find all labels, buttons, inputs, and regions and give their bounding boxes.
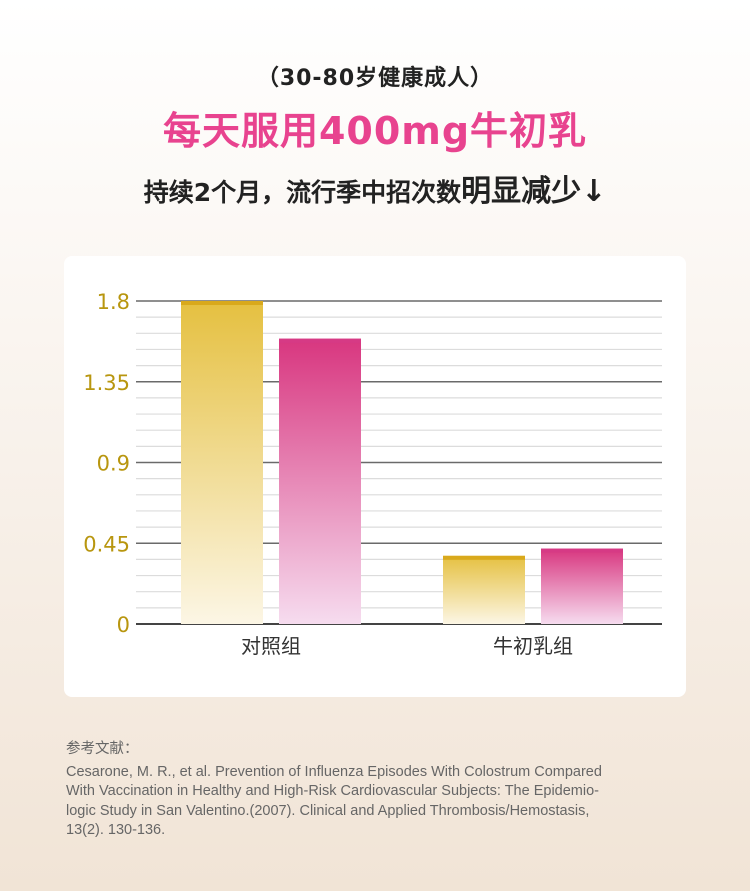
bar-cap <box>279 338 361 343</box>
tagline-emphasis: 明显减少↓ <box>461 174 607 209</box>
y-tick-label: 1.8 <box>97 290 130 314</box>
bar-2-2 <box>541 548 623 624</box>
reference-line-4: 13(2). 130-136. <box>66 822 166 838</box>
chart-headline: 每天服用400mg牛初乳 <box>162 109 588 153</box>
chart-card: 0 0.45 0.9 1.35 1.8 对照组 牛初乳组 <box>64 256 686 697</box>
y-tick-label: 1.35 <box>83 371 130 395</box>
y-tick-label: 0.45 <box>83 532 130 556</box>
chart-subtitle: （30-80岁健康成人） <box>256 66 494 91</box>
bar-cap <box>181 301 263 305</box>
y-tick-label: 0.9 <box>97 452 130 476</box>
axis-labels: 0 0.45 0.9 1.35 1.8 对照组 牛初乳组 <box>83 290 573 658</box>
bar-2-1 <box>443 555 525 624</box>
bar-cap <box>443 555 525 560</box>
bar-chart: 0 0.45 0.9 1.35 1.8 对照组 牛初乳组 <box>83 290 662 658</box>
reference-line-1: Cesarone, M. R., et al. Prevention of In… <box>66 763 602 780</box>
references-title: 参考文献： <box>66 741 139 757</box>
chart-tagline: 持续2个月，流行季中招次数明显减少↓ <box>0 166 750 210</box>
reference-line-3: logic Study in San Valentino.(2007). Cli… <box>66 802 590 819</box>
y-tick-label: 0 <box>117 613 130 637</box>
tagline-lead: 持续2个月，流行季中招次数 <box>143 178 462 207</box>
x-tick-label: 牛初乳组 <box>493 634 573 658</box>
bar-1-1 <box>181 301 263 624</box>
references: 参考文献： Cesarone, M. R., et al. Prevention… <box>66 740 696 841</box>
x-tick-label: 对照组 <box>241 634 301 658</box>
bar-1-2 <box>279 338 361 624</box>
bars <box>181 301 623 624</box>
reference-line-2: With Vaccination in Healthy and High-Ris… <box>66 783 599 799</box>
bar-cap <box>541 548 623 553</box>
